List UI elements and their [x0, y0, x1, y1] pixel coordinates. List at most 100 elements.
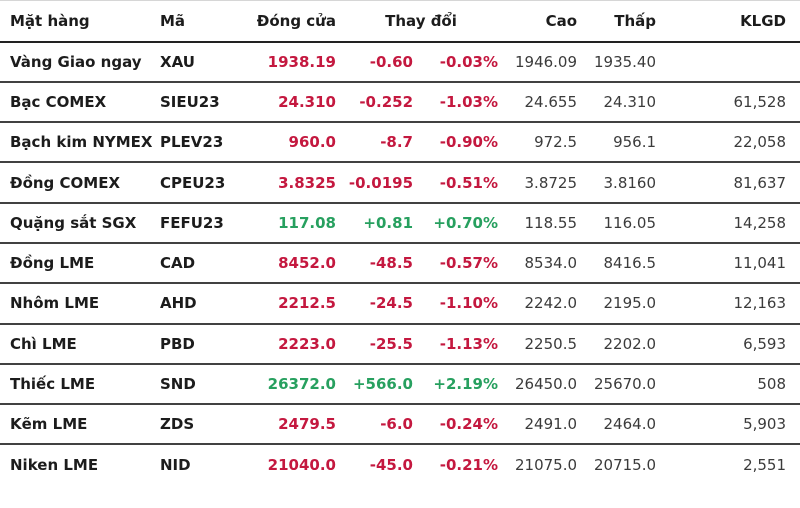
commodity-name-cell: Quặng sắt SGX	[0, 202, 160, 244]
table-body: Vàng Giao ngay XAU 1938.19 -0.60 -0.03% …	[0, 41, 800, 485]
low-cell: 116.05	[581, 202, 661, 244]
change-percent-cell: -0.57%	[417, 242, 503, 285]
table-row: Niken LME NID 21040.0 -45.0 -0.21% 21075…	[0, 444, 800, 484]
low-cell: 20715.0	[593, 456, 657, 475]
volume-cell: 6,593	[660, 323, 800, 365]
col-header-high: Cao	[502, 0, 582, 43]
high-cell: 2491.0	[502, 404, 582, 446]
change-percent-cell: +2.19%	[417, 363, 503, 406]
table-row: Quặng sắt SGX FEFU23 117.08 +0.81 +0.70%…	[0, 202, 800, 244]
close-price-cell: 2223.0	[255, 323, 340, 365]
code-cell: CAD	[160, 242, 255, 285]
code-cell: CPEU23	[160, 162, 255, 204]
code-cell: AHD	[160, 283, 255, 325]
commodity-name-cell: Chì LME	[0, 323, 160, 365]
table-row: Bạc COMEX SIEU23 24.310 -0.252 -1.03% 24…	[0, 81, 800, 124]
change-value-cell: +0.81	[340, 202, 417, 244]
table-row: Vàng Giao ngay XAU 1938.19 -0.60 -0.03% …	[0, 41, 800, 83]
table-row: Chì LME PBD 2223.0 -25.5 -1.13% 2250.5 2…	[0, 323, 800, 365]
high-cell: 3.8725	[502, 162, 582, 204]
volume-cell: 2,551	[743, 456, 787, 475]
low-cell: 956.1	[581, 122, 661, 164]
volume-cell: 22,058	[660, 122, 800, 164]
table-row: Thiếc LME SND 26372.0 +566.0 +2.19% 2645…	[0, 363, 800, 406]
col-header-volume: KLGD	[660, 0, 800, 43]
volume-cell	[660, 41, 800, 83]
high-cell: 2242.0	[502, 283, 582, 325]
change-value-cell: -8.7	[340, 122, 417, 164]
close-price-cell: 2212.5	[255, 283, 340, 325]
code-cell: ZDS	[160, 404, 255, 446]
col-header-change: Thay đổi	[340, 0, 503, 43]
change-percent-cell: -0.21%	[439, 456, 499, 475]
low-cell: 1935.40	[581, 41, 661, 83]
volume-cell: 14,258	[660, 202, 800, 244]
change-percent-cell: -0.51%	[417, 162, 503, 204]
col-header-close: Đóng cửa	[255, 0, 340, 43]
volume-cell: 5,903	[660, 404, 800, 446]
low-cell: 2202.0	[581, 323, 661, 365]
code-cell: PBD	[160, 323, 255, 365]
volume-cell: 12,163	[660, 283, 800, 325]
high-cell: 24.655	[502, 81, 582, 124]
change-value-cell: -0.0195	[340, 162, 417, 204]
volume-cell: 61,528	[660, 81, 800, 124]
high-cell: 972.5	[502, 122, 582, 164]
close-price-cell: 21040.0	[267, 456, 336, 475]
close-price-cell: 3.8325	[255, 162, 340, 204]
change-percent-cell: -0.03%	[417, 41, 503, 83]
table-header: Mặt hàng Mã Đóng cửa Thay đổi Cao Thấp K…	[0, 0, 800, 43]
code-cell: FEFU23	[160, 202, 255, 244]
low-cell: 2195.0	[581, 283, 661, 325]
change-value-cell: -0.252	[340, 81, 417, 124]
change-value-cell: -25.5	[340, 323, 417, 365]
col-header-code: Mã	[160, 0, 255, 43]
change-value-cell: -45.0	[369, 456, 413, 475]
change-value-cell: +566.0	[340, 363, 417, 406]
table-row: Kẽm LME ZDS 2479.5 -6.0 -0.24% 2491.0 24…	[0, 404, 800, 446]
table-row: Bạch kim NYMEX PLEV23 960.0 -8.7 -0.90% …	[0, 122, 800, 164]
close-price-cell: 2479.5	[255, 404, 340, 446]
close-price-cell: 960.0	[255, 122, 340, 164]
change-value-cell: -0.60	[340, 41, 417, 83]
high-cell: 8534.0	[502, 242, 582, 285]
commodity-name-cell: Vàng Giao ngay	[0, 41, 160, 83]
commodity-name-cell: Bạch kim NYMEX	[0, 122, 160, 164]
commodity-name-cell: Nhôm LME	[0, 283, 160, 325]
low-cell: 8416.5	[581, 242, 661, 285]
high-cell: 21075.0	[514, 456, 578, 475]
table-row: Đồng COMEX CPEU23 3.8325 -0.0195 -0.51% …	[0, 162, 800, 204]
code-cell: PLEV23	[160, 122, 255, 164]
close-price-cell: 24.310	[255, 81, 340, 124]
volume-cell: 508	[660, 363, 800, 406]
low-cell: 2464.0	[581, 404, 661, 446]
change-value-cell: -48.5	[340, 242, 417, 285]
commodity-price-table: Mặt hàng Mã Đóng cửa Thay đổi Cao Thấp K…	[0, 0, 800, 485]
low-cell: 24.310	[581, 81, 661, 124]
low-cell: 3.8160	[581, 162, 661, 204]
header-row: Mặt hàng Mã Đóng cửa Thay đổi Cao Thấp K…	[0, 0, 800, 43]
close-price-cell: 8452.0	[255, 242, 340, 285]
table-row: Đồng LME CAD 8452.0 -48.5 -0.57% 8534.0 …	[0, 242, 800, 285]
commodity-name-cell: Đồng COMEX	[0, 162, 160, 204]
col-header-low: Thấp	[581, 0, 661, 43]
code-cell: NID	[160, 456, 191, 475]
code-cell: SIEU23	[160, 81, 255, 124]
code-cell: XAU	[160, 41, 255, 83]
high-cell: 2250.5	[502, 323, 582, 365]
change-percent-cell: -1.13%	[417, 323, 503, 365]
close-price-cell: 26372.0	[255, 363, 340, 406]
code-cell: SND	[160, 363, 255, 406]
change-percent-cell: -1.10%	[417, 283, 503, 325]
table-row: Nhôm LME AHD 2212.5 -24.5 -1.10% 2242.0 …	[0, 283, 800, 325]
high-cell: 118.55	[502, 202, 582, 244]
change-value-cell: -6.0	[340, 404, 417, 446]
high-cell: 26450.0	[502, 363, 582, 406]
volume-cell: 81,637	[660, 162, 800, 204]
commodity-name-cell: Bạc COMEX	[0, 81, 160, 124]
commodity-name-cell: Niken LME	[10, 456, 99, 475]
commodity-name-cell: Thiếc LME	[0, 363, 160, 406]
change-value-cell: -24.5	[340, 283, 417, 325]
close-price-cell: 117.08	[255, 202, 340, 244]
col-header-commodity: Mặt hàng	[0, 0, 160, 43]
